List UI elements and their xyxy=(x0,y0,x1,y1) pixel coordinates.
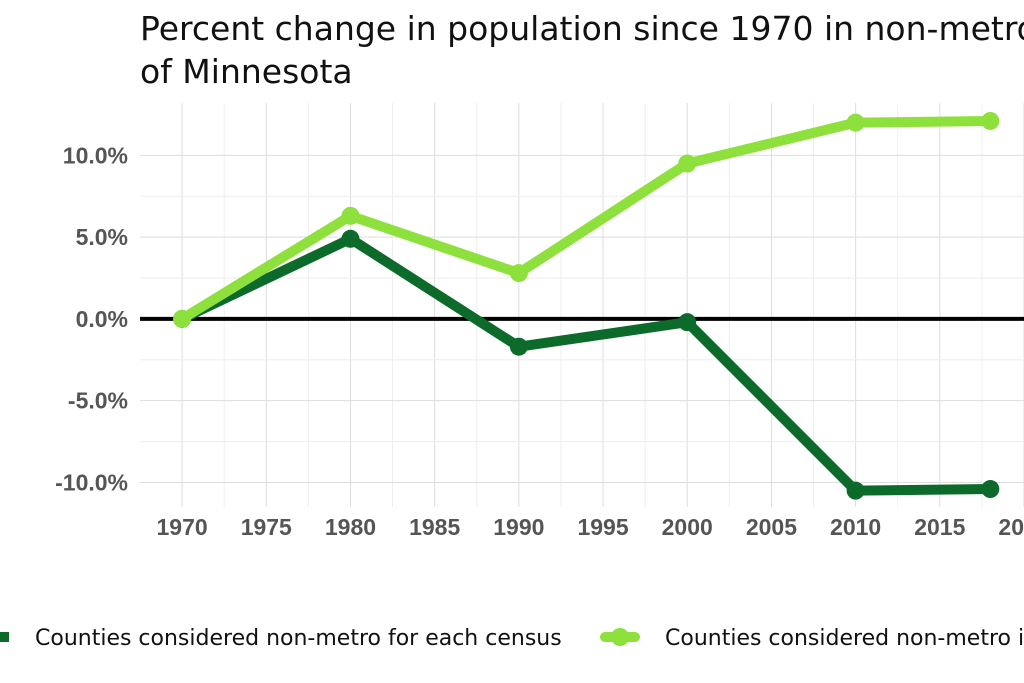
legend: Counties considered non-metro for each c… xyxy=(0,626,1024,651)
x-tick-label: 2020 xyxy=(998,514,1024,540)
data-point xyxy=(678,313,697,332)
x-tick-label: 1980 xyxy=(325,514,376,540)
x-tick-label: 2010 xyxy=(830,514,881,540)
data-point xyxy=(173,309,192,328)
data-point xyxy=(981,111,1000,130)
legend-label-1: Counties considered non-metro for each c… xyxy=(35,626,562,651)
data-point xyxy=(341,206,360,225)
y-tick-label: -5.0% xyxy=(68,388,128,414)
data-point xyxy=(846,481,865,500)
data-point xyxy=(846,113,865,132)
series-1 xyxy=(173,229,1000,500)
legend-key-2 xyxy=(611,628,629,646)
data-point xyxy=(678,154,697,173)
x-tick-label: 1995 xyxy=(577,514,628,540)
x-tick-label: 1985 xyxy=(409,514,460,540)
series-line xyxy=(177,233,996,496)
legend-label-2: Counties considered non-metro in 2010 xyxy=(665,626,1024,651)
x-tick-label: 1970 xyxy=(157,514,208,540)
data-point xyxy=(509,264,528,283)
data-point xyxy=(981,480,1000,499)
series-2 xyxy=(173,111,1000,328)
x-tick-label: 1975 xyxy=(241,514,292,540)
chart-title-line-2: of Minnesota xyxy=(140,52,353,91)
y-tick-label: 10.0% xyxy=(63,142,128,168)
y-tick-label: -10.0% xyxy=(55,469,128,495)
data-point xyxy=(509,337,528,356)
y-tick-label: 5.0% xyxy=(76,224,128,250)
x-tick-label: 2000 xyxy=(662,514,713,540)
legend-key-1 xyxy=(0,632,9,642)
data-point xyxy=(341,229,360,248)
x-tick-label: 2015 xyxy=(914,514,965,540)
x-tick-label: 2005 xyxy=(746,514,797,540)
x-tick-label: 1990 xyxy=(493,514,544,540)
chart-title: Percent change in population since 1970 … xyxy=(140,9,1024,48)
y-tick-label: 0.0% xyxy=(76,306,128,332)
grid xyxy=(140,103,1024,507)
y-axis: 10.0% 5.0% 0.0% -5.0% -10.0% xyxy=(55,142,128,495)
series-layer xyxy=(173,111,1000,500)
series-line xyxy=(177,115,996,324)
x-axis: 1970 1975 1980 1985 1990 1995 2000 2005 2010 2015… xyxy=(157,514,1024,540)
